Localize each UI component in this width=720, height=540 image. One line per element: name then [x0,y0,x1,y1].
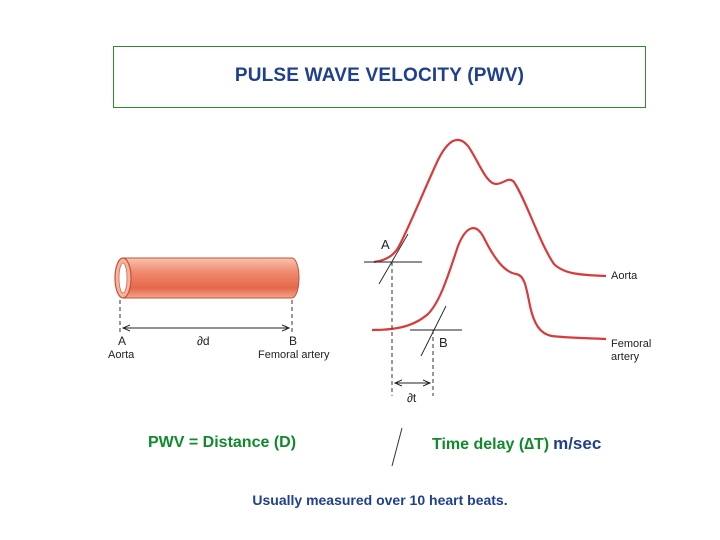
page-title: PULSE WAVE VELOCITY (PWV) [234,65,525,86]
division-slash [391,427,403,467]
formula-numerator: PWV = Distance (D) [148,434,296,452]
formula-denominator: Time delay (∆T) m/sec [432,434,601,454]
distance-symbol: ∂d [197,334,210,348]
formula-distance: PWV = Distance (D) [148,434,297,451]
wave-point-a: A [381,237,390,252]
aorta-upstroke-tangent [378,233,409,285]
tube-label-femoral: Femoral artery [258,349,330,361]
tube-label-aorta: Aorta [108,349,135,361]
wave-point-b: B [439,335,448,350]
wave-label-femoral-2: artery [611,351,640,363]
tube-point-b: B [289,334,297,348]
wave-label-aorta: Aorta [611,270,638,282]
wave-label-femoral-1: Femoral [611,338,651,350]
tube-point-a: A [118,334,126,348]
title-box: PULSE WAVE VELOCITY (PWV) [113,46,646,108]
artery-tube [114,257,300,299]
aorta-waveform [373,138,607,278]
formula-unit: m/sec [553,434,602,453]
formula-time-delay: Time delay (∆T) [432,436,550,453]
femoral-waveform [371,227,607,341]
footnote: Usually measured over 10 heart beats. [252,492,508,508]
time-symbol: ∂t [407,391,417,405]
